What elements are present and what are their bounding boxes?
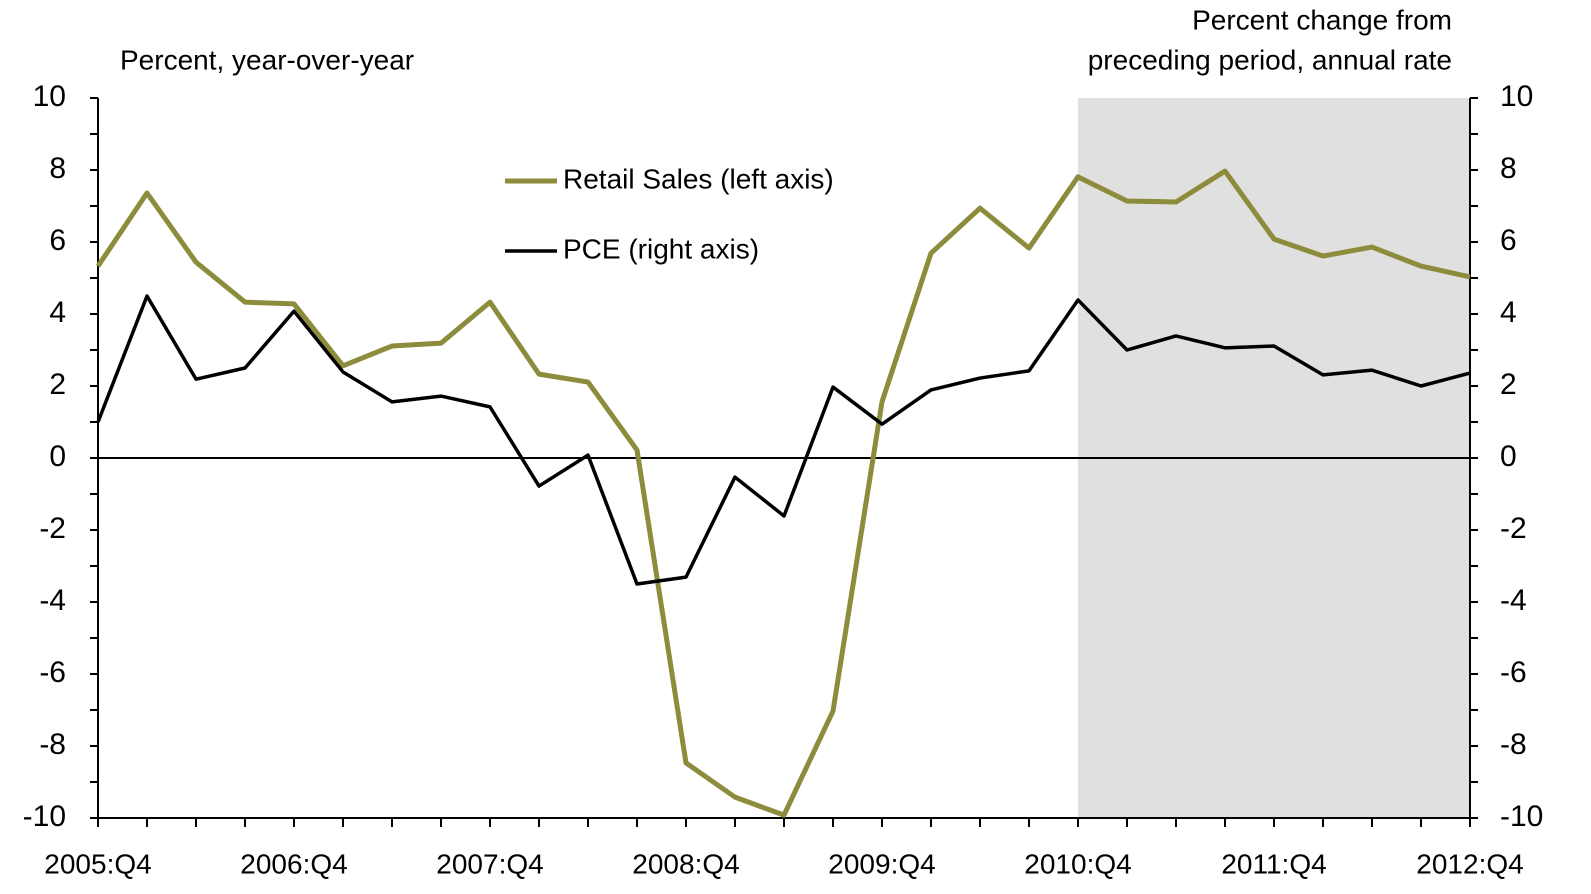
y2-tick-label: -4 bbox=[1500, 584, 1527, 617]
y2-tick-label: 0 bbox=[1500, 440, 1517, 473]
x-tick-label: 2009:Q4 bbox=[828, 848, 935, 879]
x-tick-label: 2007:Q4 bbox=[436, 848, 543, 879]
y2-axis-title: Percent change from bbox=[1192, 4, 1452, 35]
y2-tick-label: 8 bbox=[1500, 152, 1517, 185]
y-axis-title: Percent, year-over-year bbox=[120, 44, 414, 75]
legend-label: Retail Sales (left axis) bbox=[563, 163, 834, 194]
y2-tick-label: -2 bbox=[1500, 512, 1527, 545]
series-line bbox=[96, 294, 1471, 586]
x-tick-label: 2008:Q4 bbox=[632, 848, 739, 879]
y2-tick-label: -6 bbox=[1500, 656, 1527, 689]
y-tick-label: -8 bbox=[39, 728, 66, 761]
y-tick-label: 6 bbox=[49, 224, 66, 257]
y-tick-label: 10 bbox=[33, 80, 66, 113]
y2-tick-label: -8 bbox=[1500, 728, 1527, 761]
y2-tick-label: 6 bbox=[1500, 224, 1517, 257]
y-tick-label: -10 bbox=[23, 800, 66, 833]
y2-tick-label: -10 bbox=[1500, 800, 1543, 833]
series-line bbox=[95, 168, 1471, 818]
x-tick-label: 2005:Q4 bbox=[44, 848, 151, 879]
x-tick-label: 2012:Q4 bbox=[1416, 848, 1523, 879]
x-tick-label: 2010:Q4 bbox=[1024, 848, 1131, 879]
y-tick-label: -6 bbox=[39, 656, 66, 689]
y2-tick-label: 2 bbox=[1500, 368, 1517, 401]
y-tick-label: 0 bbox=[49, 440, 66, 473]
y-tick-label: 2 bbox=[49, 368, 66, 401]
y-tick-label: -4 bbox=[39, 584, 66, 617]
y2-tick-label: 10 bbox=[1500, 80, 1533, 113]
y2-tick-label: 4 bbox=[1500, 296, 1517, 329]
legend-label: PCE (right axis) bbox=[563, 233, 759, 264]
y-tick-label: -2 bbox=[39, 512, 66, 545]
y-tick-label: 4 bbox=[49, 296, 66, 329]
y-tick-label: 8 bbox=[49, 152, 66, 185]
x-tick-label: 2011:Q4 bbox=[1221, 848, 1326, 879]
y2-axis-title: preceding period, annual rate bbox=[1088, 44, 1452, 75]
x-tick-label: 2006:Q4 bbox=[240, 848, 347, 879]
